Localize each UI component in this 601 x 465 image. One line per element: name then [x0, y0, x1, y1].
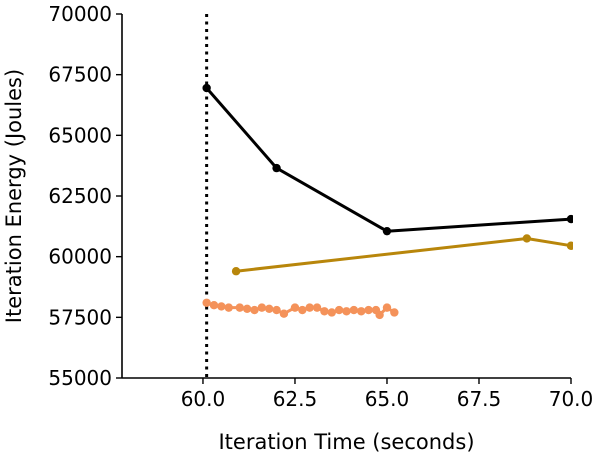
series-1-point: [566, 214, 573, 224]
series-1-line: [205, 87, 572, 233]
series-3: [202, 298, 399, 320]
y-axis-label: Iteration Energy (Joules): [2, 69, 26, 323]
y-tick-label: 65000: [48, 123, 112, 147]
series-3-point: [298, 305, 307, 315]
series-3-point: [390, 308, 399, 317]
series-1: [202, 83, 573, 236]
series-3-point: [265, 304, 274, 314]
y-tick-label: 55000: [48, 366, 112, 390]
series-3-point: [235, 303, 244, 312]
series-3-point: [375, 310, 384, 320]
y-tick-label: 57500: [48, 305, 112, 329]
series-3-point: [279, 309, 289, 318]
x-tick-label: 60.0: [181, 387, 226, 411]
series-3-point: [342, 307, 351, 316]
series-3-point: [305, 303, 314, 312]
series-2-line: [235, 237, 572, 273]
series-layer: [202, 83, 573, 320]
series-2: [231, 234, 573, 276]
y-tick-label: 62500: [48, 184, 112, 208]
series-3-point: [334, 305, 344, 315]
series-3-point: [290, 303, 300, 312]
series-2-point: [566, 241, 573, 250]
series-3-point: [320, 307, 329, 316]
x-tick-label: 70.0: [549, 387, 594, 411]
y-tick-label: 67500: [48, 63, 112, 87]
series-1-point: [272, 163, 281, 173]
series-3-point: [224, 303, 233, 312]
x-axis-label: Iteration Time (seconds): [218, 430, 474, 454]
series-3-point: [382, 303, 392, 312]
series-3-point: [327, 308, 336, 317]
series-3-point: [312, 303, 322, 312]
series-3-point: [272, 305, 281, 315]
series-3-point: [250, 305, 259, 315]
x-tick-label: 67.5: [457, 387, 502, 411]
series-3-point: [202, 298, 211, 307]
series-3-point: [357, 307, 366, 316]
y-tick-label: 70000: [48, 2, 112, 26]
series-3-point: [242, 304, 252, 314]
series-2-point: [522, 234, 532, 243]
series-3-point: [349, 305, 359, 315]
series-1-point: [202, 83, 211, 93]
series-1-point: [382, 226, 392, 236]
y-tick-label: 60000: [48, 245, 112, 269]
x-tick-label: 62.5: [273, 387, 318, 411]
series-3-point: [217, 302, 226, 311]
x-tick-label: 65.0: [365, 387, 410, 411]
series-3-point: [257, 303, 267, 312]
series-3-point: [209, 301, 219, 310]
axes-layer: [121, 14, 571, 379]
series-3-point: [364, 305, 373, 315]
series-2-point: [231, 267, 241, 276]
ticks-layer: 60.0 62.5 65.0 67.5 70.0 55000 57500 60000 62500…: [48, 2, 593, 411]
